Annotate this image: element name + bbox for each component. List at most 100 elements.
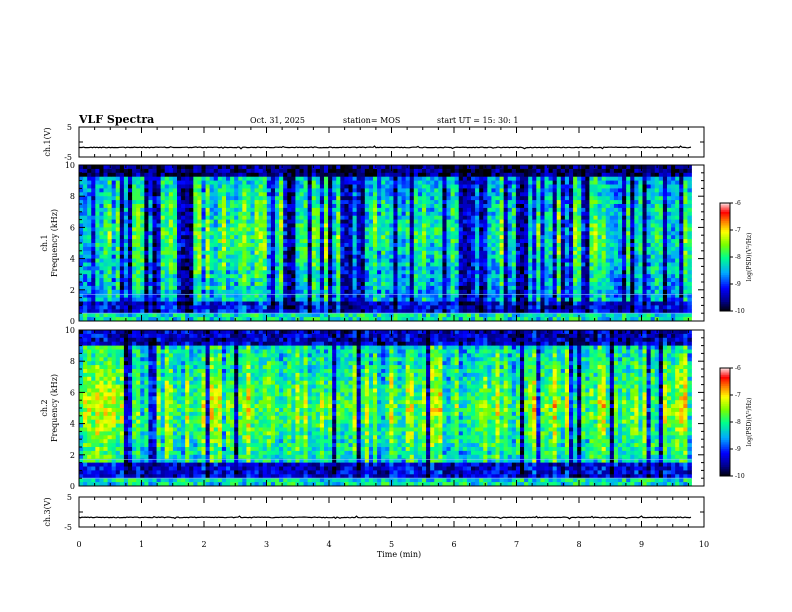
spectrogram-cell xyxy=(242,305,247,310)
spectrogram-cell xyxy=(409,313,415,318)
spectrogram-cell xyxy=(434,243,439,248)
spectrogram-cell xyxy=(364,309,370,314)
spectrogram-cell xyxy=(209,317,215,322)
spectrogram-cell xyxy=(458,243,464,248)
spectrogram-cell xyxy=(115,246,121,252)
spectrogram-cell xyxy=(409,258,415,263)
spectrogram-cell xyxy=(140,207,145,213)
spectrogram-cell xyxy=(491,227,496,232)
spectrogram-cell xyxy=(389,188,394,193)
spectrogram-cell xyxy=(422,258,427,263)
spectrogram-cell xyxy=(422,231,427,236)
spectrogram-cell xyxy=(103,309,108,314)
spectrogram-cell xyxy=(397,293,402,298)
spectrogram-cell xyxy=(377,180,382,185)
spectrogram-cell xyxy=(552,282,558,287)
spectrogram-cell xyxy=(185,301,190,306)
spectrogram-cell xyxy=(119,176,125,181)
spectrogram-cell xyxy=(564,231,570,236)
spectrogram-cell xyxy=(577,176,582,181)
spectrogram-cell xyxy=(483,313,488,318)
spectrogram-cell xyxy=(495,309,500,314)
spectrogram-cell xyxy=(246,301,251,306)
spectrogram-cell xyxy=(217,219,223,224)
spectrogram-cell xyxy=(238,243,243,248)
spectrogram-cell xyxy=(520,289,525,295)
spectrogram-cell xyxy=(471,200,476,205)
spectrogram-cell xyxy=(315,219,321,224)
spectrogram-cell xyxy=(217,246,223,252)
spectrogram-cell xyxy=(303,293,309,298)
spectrogram-cell xyxy=(544,219,549,224)
spectrogram-cell xyxy=(136,165,141,170)
spectrogram-cell xyxy=(344,188,349,193)
spectrogram-cell xyxy=(148,282,153,287)
spectrogram-cell xyxy=(242,293,247,298)
spectrogram-cell xyxy=(299,172,304,178)
spectrogram-cell xyxy=(254,250,260,256)
spectrogram-cell xyxy=(430,165,435,170)
spectrogram-cell xyxy=(213,223,219,228)
spectrogram-cell xyxy=(254,309,260,314)
spectrogram-cell xyxy=(352,258,358,263)
spectrogram-cell xyxy=(532,168,537,174)
spectrogram-cell xyxy=(442,196,447,201)
spectrogram-cell xyxy=(471,305,476,310)
spectrogram-cell xyxy=(430,207,435,213)
spectrogram-cell xyxy=(573,188,578,193)
spectrogram-cell xyxy=(422,274,427,279)
spectrogram-cell xyxy=(258,274,264,279)
spectrogram-cell xyxy=(226,215,231,220)
spectrogram-cell xyxy=(397,235,402,240)
spectrogram-cell xyxy=(491,168,496,174)
spectrogram-cell xyxy=(426,266,431,271)
spectrogram-cell xyxy=(266,278,272,283)
spectrogram-cell xyxy=(499,176,505,181)
spectrogram-cell xyxy=(511,293,517,298)
spectrogram-cell xyxy=(91,258,96,263)
spectrogram-cell xyxy=(515,285,521,291)
spectrogram-cell xyxy=(111,250,117,256)
spectrogram-cell xyxy=(438,293,443,298)
spectrogram-cell xyxy=(189,317,194,322)
spectrogram-cell xyxy=(458,176,464,181)
spectrogram-cell xyxy=(160,309,166,314)
spectrogram-cell xyxy=(144,231,149,236)
spectrogram-cell xyxy=(356,168,362,174)
spectrogram-cell xyxy=(324,180,329,185)
spectrogram-cell xyxy=(221,278,227,283)
spectrogram-cell xyxy=(107,188,113,193)
spectrogram-cell xyxy=(487,262,492,267)
spectrogram-cell xyxy=(181,282,186,287)
spectrogram-cell xyxy=(221,313,227,318)
spectrogram-cell xyxy=(524,207,529,213)
spectrogram-cell xyxy=(266,176,272,181)
spectrogram-cell xyxy=(132,176,137,181)
spectrogram-cell xyxy=(103,184,108,189)
spectrogram-cell xyxy=(532,192,537,197)
spectrogram-cell xyxy=(91,274,96,279)
spectrogram-cell xyxy=(454,297,460,302)
start-time-label: start UT = 15: 30: 1 xyxy=(437,116,518,125)
spectrogram-cell xyxy=(475,297,480,302)
spectrogram-cell xyxy=(352,223,358,228)
spectrogram-cell xyxy=(99,289,104,295)
spectrogram-cell xyxy=(238,204,243,209)
spectrogram-cell xyxy=(373,188,378,193)
spectrogram-cell xyxy=(524,282,529,287)
spectrogram-cell xyxy=(556,309,562,314)
spectrogram-cell xyxy=(373,274,378,279)
spectrogram-cell xyxy=(564,270,570,275)
spectrogram-cell xyxy=(209,246,215,252)
spectrogram-cell xyxy=(381,317,386,322)
spectrogram-cell xyxy=(417,227,423,232)
spectrogram-cell xyxy=(397,285,402,291)
spectrogram-cell xyxy=(221,211,227,217)
spectrogram-cell xyxy=(287,196,292,201)
spectrogram-cell xyxy=(515,250,521,256)
spectrogram-cell xyxy=(324,231,329,236)
spectrogram-cell xyxy=(115,266,121,271)
spectrogram-cell xyxy=(258,168,264,174)
spectrogram-cell xyxy=(156,168,162,174)
spectrogram-cell xyxy=(462,172,468,178)
